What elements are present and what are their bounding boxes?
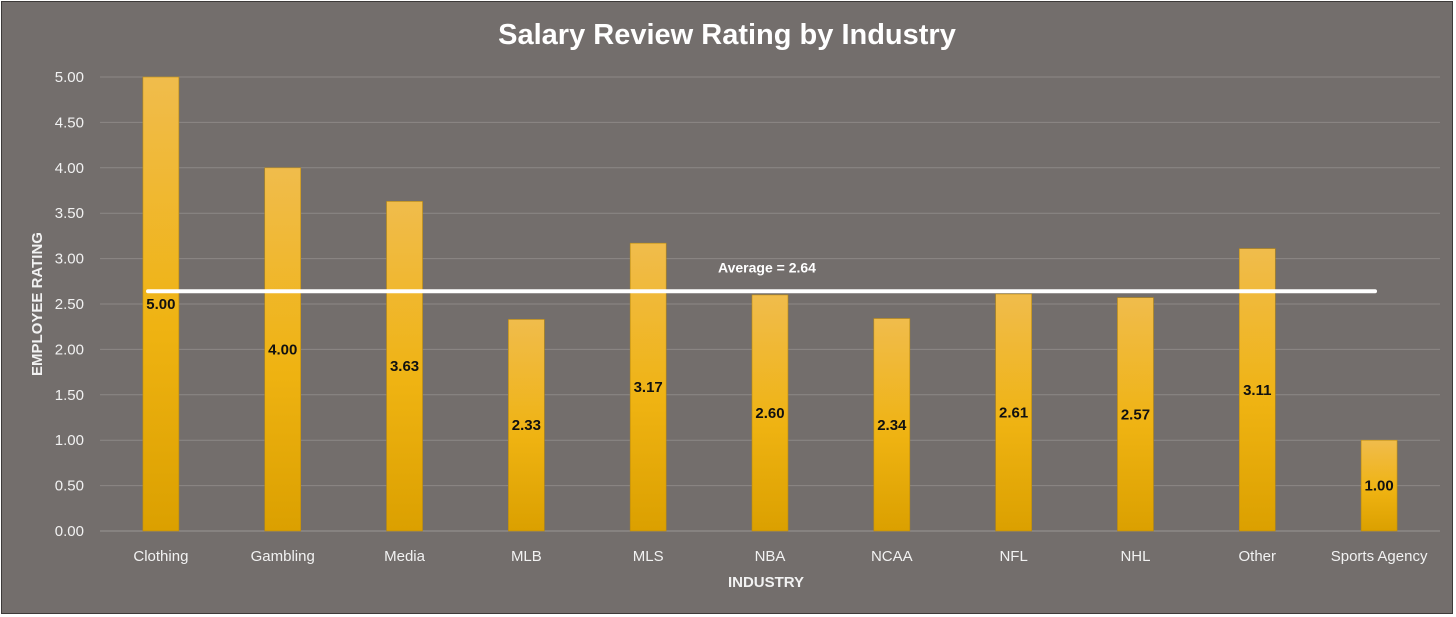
- data-label: 2.60: [755, 405, 784, 422]
- bar: [873, 318, 911, 532]
- x-tick-label: MLS: [633, 548, 664, 565]
- x-tick-label: NCAA: [871, 548, 913, 565]
- bar: [386, 201, 423, 532]
- data-label: 5.00: [146, 296, 175, 313]
- bar: [751, 294, 789, 532]
- chart-title: Salary Review Rating by Industry: [498, 19, 956, 51]
- gridlines: [100, 76, 1440, 532]
- data-label: 4.00: [268, 341, 297, 358]
- y-tick-label: 2.00: [55, 341, 84, 358]
- y-tick-label: 3.00: [55, 251, 84, 268]
- y-tick-label: 0.50: [55, 478, 84, 495]
- bar: [508, 319, 545, 532]
- data-label: 2.57: [1121, 406, 1150, 423]
- average-label: Average = 2.64: [718, 259, 816, 275]
- bar: [1238, 248, 1276, 532]
- data-label: 1.00: [1364, 478, 1393, 495]
- bar: [264, 167, 302, 532]
- bar: [995, 293, 1032, 532]
- average-reference: Average = 2.64: [146, 259, 1377, 294]
- x-tick-label: Gambling: [251, 548, 315, 565]
- x-axis-ticks: Clothing Gambling Media MLB MLS NBA NCAA NFL NHL…: [133, 548, 1428, 565]
- bar: [142, 76, 180, 532]
- x-tick-label: Sports Agency: [1331, 548, 1428, 565]
- y-axis-ticks: 0.00 0.50 1.00 1.50 2.00 2.50 3.00 3.50 4.00 4.50…: [55, 69, 84, 540]
- data-label: 3.11: [1243, 382, 1271, 399]
- y-tick-label: 1.00: [55, 432, 84, 449]
- y-tick-label: 0.00: [55, 523, 84, 540]
- data-label: 3.63: [390, 358, 419, 375]
- y-tick-label: 4.00: [55, 160, 84, 177]
- y-tick-label: 1.50: [55, 387, 84, 404]
- y-tick-label: 5.00: [55, 69, 84, 86]
- y-tick-label: 4.50: [55, 114, 84, 131]
- x-tick-label: MLB: [511, 548, 542, 565]
- data-labels: 5.00 4.00 3.63 2.33 3.17 2.60 2.34 2.61 2.57 3.11…: [146, 296, 1393, 495]
- x-axis-title: INDUSTRY: [728, 574, 804, 591]
- bar: [1117, 297, 1154, 532]
- x-tick-label: Clothing: [133, 548, 188, 565]
- data-label: 2.33: [512, 417, 541, 434]
- y-tick-label: 3.50: [55, 205, 84, 222]
- y-tick-label: 2.50: [55, 296, 84, 313]
- x-tick-label: NBA: [755, 548, 786, 565]
- x-tick-label: NHL: [1120, 548, 1150, 565]
- y-axis-title: EMPLOYEE RATING: [29, 232, 46, 376]
- bars: [142, 76, 1398, 532]
- x-tick-label: NFL: [999, 548, 1027, 565]
- data-label: 2.61: [999, 405, 1028, 422]
- x-tick-label: Media: [384, 548, 426, 565]
- x-tick-label: Other: [1239, 548, 1277, 565]
- bar: [1360, 439, 1398, 532]
- data-label: 2.34: [877, 417, 907, 434]
- data-label: 3.17: [634, 379, 663, 396]
